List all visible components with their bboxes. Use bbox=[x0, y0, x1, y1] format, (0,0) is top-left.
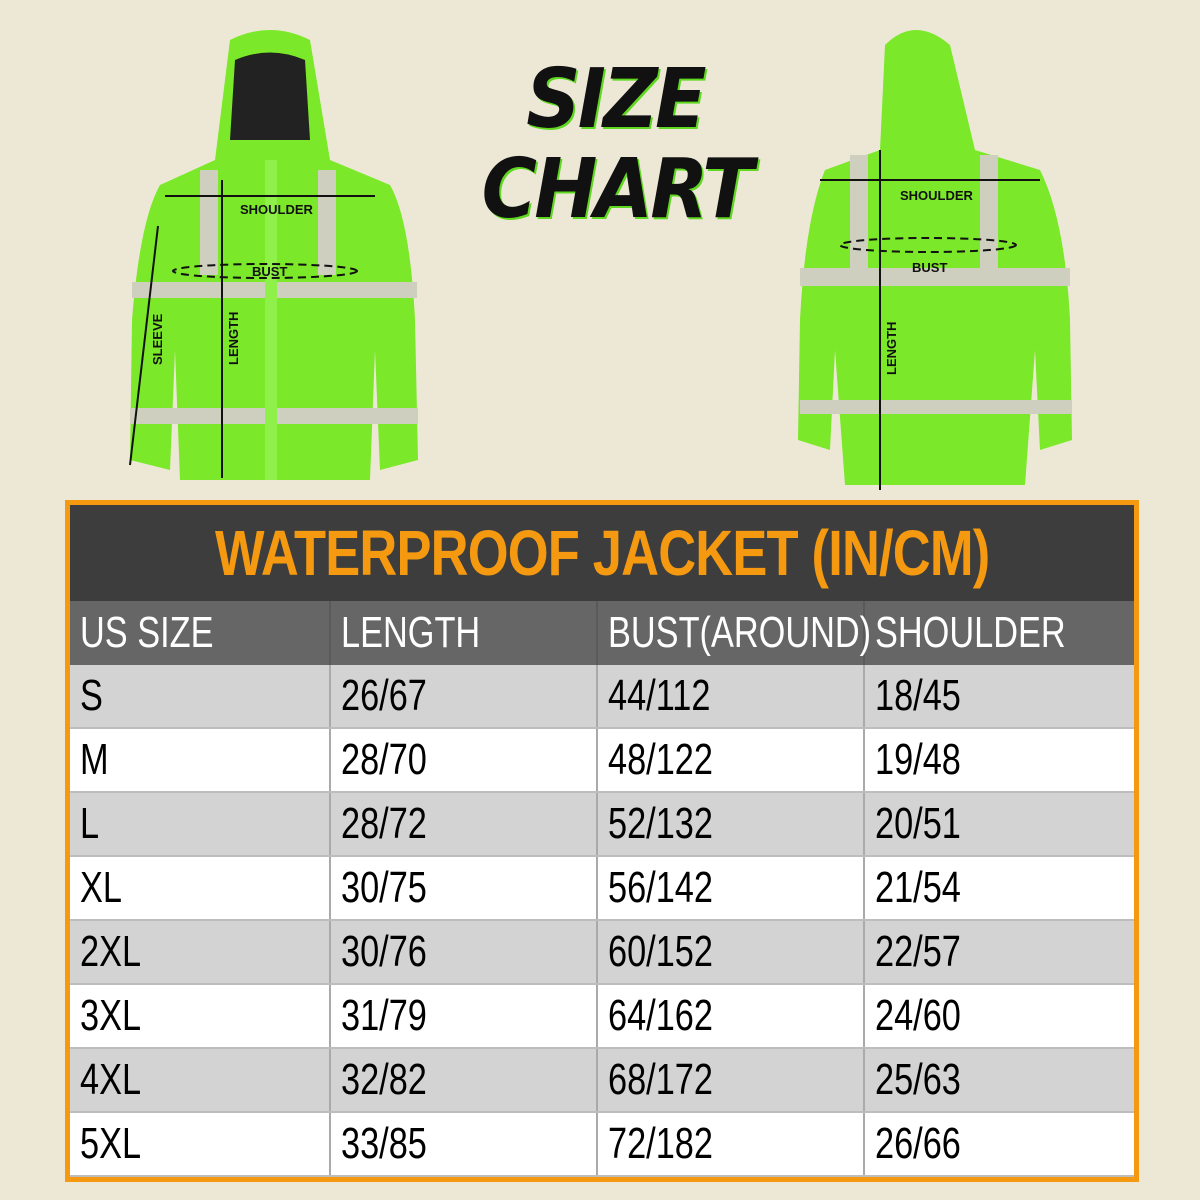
table-cell: 33/85 bbox=[331, 1113, 598, 1175]
table-cell: 4XL bbox=[70, 1049, 331, 1111]
table-cell: 20/51 bbox=[875, 799, 961, 848]
back-jacket-image: SHOULDER BUST LENGTH bbox=[798, 30, 1072, 490]
table-cell: 18/45 bbox=[875, 671, 961, 720]
back-length-label: LENGTH bbox=[884, 322, 899, 375]
table-cell: XL bbox=[70, 857, 331, 919]
front-jacket-image: SHOULDER BUST SLEEVE LENGTH bbox=[129, 30, 418, 480]
table-cell: 72/182 bbox=[598, 1113, 865, 1175]
table-cell: 28/72 bbox=[331, 793, 598, 855]
table-cell: 26/67 bbox=[331, 665, 598, 727]
front-shoulder-label: SHOULDER bbox=[240, 202, 314, 217]
table-cell: 48/122 bbox=[598, 729, 865, 791]
table-row: M 28/70 48/122 19/48 bbox=[70, 729, 1134, 793]
table-row: S 26/67 44/112 18/45 bbox=[70, 665, 1134, 729]
table-cell: 30/75 bbox=[331, 857, 598, 919]
table-cell: 64/162 bbox=[598, 985, 865, 1047]
table-cell: M bbox=[70, 729, 331, 791]
front-sleeve-label: SLEEVE bbox=[150, 313, 165, 365]
table-cell: 25/63 bbox=[875, 1055, 961, 1104]
table-cell: 32/82 bbox=[331, 1049, 598, 1111]
table-cell: 60/152 bbox=[598, 921, 865, 983]
table-row: 2XL 30/76 60/152 22/57 bbox=[70, 921, 1134, 985]
table-cell: 21/54 bbox=[875, 863, 961, 912]
column-header: LENGTH bbox=[331, 601, 598, 665]
table-cell: 5XL bbox=[70, 1113, 331, 1175]
table-cell: 19/48 bbox=[875, 735, 961, 784]
table-cell: 3XL bbox=[70, 985, 331, 1047]
table-cell: 2XL bbox=[70, 921, 331, 983]
table-cell: 30/76 bbox=[331, 921, 598, 983]
table-cell: 24/60 bbox=[875, 991, 961, 1040]
column-header: US SIZE bbox=[70, 601, 331, 665]
table-cell: 44/112 bbox=[598, 665, 865, 727]
heading-line-2: CHART bbox=[481, 142, 754, 237]
table-cell: 56/142 bbox=[598, 857, 865, 919]
table-row: 3XL 31/79 64/162 24/60 bbox=[70, 985, 1134, 1049]
back-bust-label: BUST bbox=[912, 260, 947, 275]
front-bust-label: BUST bbox=[252, 264, 287, 279]
size-table: WATERPROOF JACKET (IN/CM) US SIZE LENGTH… bbox=[65, 500, 1139, 1182]
table-cell: S bbox=[70, 665, 331, 727]
table-title: WATERPROOF JACKET (IN/CM) bbox=[70, 505, 1134, 601]
table-cell: 22/57 bbox=[875, 927, 961, 976]
table-title-text: WATERPROOF JACKET (IN/CM) bbox=[214, 517, 990, 589]
column-header: BUST(AROUND) bbox=[598, 601, 871, 665]
column-header: SHOULDER bbox=[875, 608, 1066, 657]
table-row: 4XL 32/82 68/172 25/63 bbox=[70, 1049, 1134, 1113]
front-length-label: LENGTH bbox=[226, 312, 241, 365]
table-row: XL 30/75 56/142 21/54 bbox=[70, 857, 1134, 921]
table-row: L 28/72 52/132 20/51 bbox=[70, 793, 1134, 857]
table-row: 5XL 33/85 72/182 26/66 bbox=[70, 1113, 1134, 1177]
table-cell: 28/70 bbox=[331, 729, 598, 791]
table-header-row: US SIZE LENGTH BUST(AROUND) SHOULDER bbox=[70, 601, 1134, 665]
size-chart-heading: SIZE CHART bbox=[481, 52, 754, 237]
back-shoulder-label: SHOULDER bbox=[900, 188, 974, 203]
table-cell: 52/132 bbox=[598, 793, 865, 855]
table-cell: 31/79 bbox=[331, 985, 598, 1047]
table-cell: 68/172 bbox=[598, 1049, 865, 1111]
table-cell: L bbox=[70, 793, 331, 855]
heading-line-1: SIZE bbox=[526, 52, 706, 147]
table-cell: 26/66 bbox=[875, 1119, 961, 1168]
